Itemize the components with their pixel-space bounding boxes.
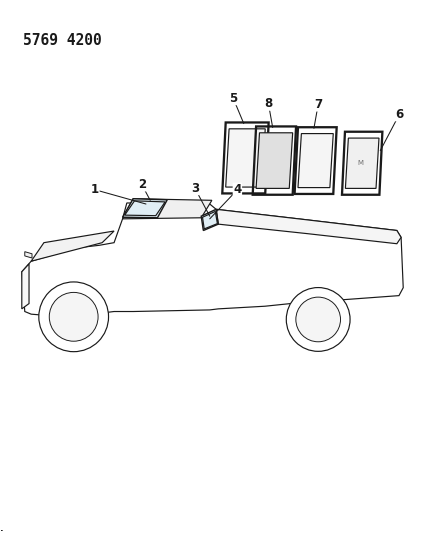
Text: 5: 5: [229, 92, 237, 104]
Polygon shape: [122, 199, 212, 219]
Text: 6: 6: [395, 108, 404, 121]
Circle shape: [296, 297, 341, 342]
Text: M: M: [358, 160, 364, 166]
Text: 7: 7: [314, 98, 322, 111]
Circle shape: [286, 288, 350, 351]
Polygon shape: [22, 264, 29, 309]
Circle shape: [49, 293, 98, 341]
Polygon shape: [345, 138, 379, 188]
Polygon shape: [201, 209, 218, 230]
Polygon shape: [31, 231, 114, 261]
Polygon shape: [216, 209, 401, 244]
Polygon shape: [22, 203, 403, 317]
Polygon shape: [25, 252, 32, 258]
Text: 5769 4200: 5769 4200: [23, 33, 102, 47]
Polygon shape: [298, 134, 333, 188]
Text: 1: 1: [91, 183, 99, 196]
Text: 4: 4: [233, 183, 241, 196]
Polygon shape: [226, 129, 265, 187]
Text: 3: 3: [191, 182, 199, 195]
Circle shape: [39, 282, 109, 352]
Polygon shape: [256, 133, 293, 188]
Text: 8: 8: [265, 97, 273, 110]
Polygon shape: [122, 199, 167, 218]
Text: 2: 2: [138, 178, 146, 191]
